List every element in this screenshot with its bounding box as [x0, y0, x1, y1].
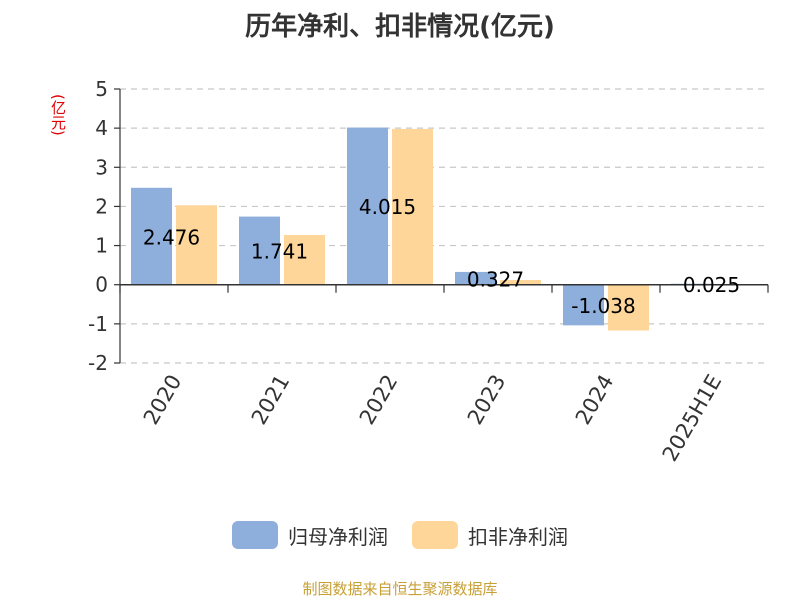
x-tick-label: 2025H1E: [658, 371, 727, 466]
legend-swatch-net-profit: [232, 521, 278, 549]
source-note: 制图数据来自恒生聚源数据库: [302, 580, 498, 598]
bar-net-profit: [563, 284, 604, 326]
x-tick-label: 2022: [355, 371, 403, 429]
data-label: 1.741: [251, 240, 308, 264]
data-label: 0.025: [683, 273, 740, 297]
x-tick-label: 2024: [571, 371, 619, 429]
data-label: 4.015: [359, 195, 416, 219]
bar-net-profit: [239, 216, 280, 285]
y-tick-label: -1: [88, 312, 108, 336]
x-tick-label: 2020: [139, 371, 187, 429]
bar-net-profit: [131, 187, 172, 285]
legend-item-net-profit[interactable]: 归母净利润: [232, 521, 388, 550]
y-tick-label: 3: [95, 155, 108, 179]
data-label: -1.038: [571, 294, 635, 318]
y-tick-label: 0: [95, 273, 108, 297]
y-tick-label: 1: [95, 234, 108, 258]
data-label: 2.476: [143, 225, 200, 249]
legend-swatch-deducted-profit: [412, 521, 458, 549]
data-label: 0.327: [467, 267, 524, 291]
legend: 归母净利润 扣非净利润: [0, 518, 800, 552]
y-tick-label: -2: [88, 351, 108, 375]
x-tick-label: 2021: [247, 371, 295, 429]
bar-deducted-profit: [284, 235, 325, 285]
bar-deducted-profit: [500, 280, 541, 285]
y-tick-label: 4: [95, 116, 108, 140]
legend-label-deducted-profit: 扣非净利润: [468, 524, 568, 549]
bar-deducted-profit: [608, 284, 649, 331]
bar-net-profit: [455, 271, 496, 285]
bar-deducted-profit: [392, 128, 433, 285]
x-tick-label: 2023: [463, 371, 511, 429]
legend-label-net-profit: 归母净利润: [288, 524, 388, 549]
y-axis-label: (亿元): [49, 94, 67, 136]
bar-net-profit: [347, 127, 388, 285]
y-tick-label: 5: [95, 77, 108, 101]
y-tick-label: 2: [95, 194, 108, 218]
chart-title: 历年净利、扣非情况(亿元): [245, 12, 555, 42]
legend-item-deducted-profit[interactable]: 扣非净利润: [412, 521, 568, 550]
bar-deducted-profit: [176, 205, 217, 285]
